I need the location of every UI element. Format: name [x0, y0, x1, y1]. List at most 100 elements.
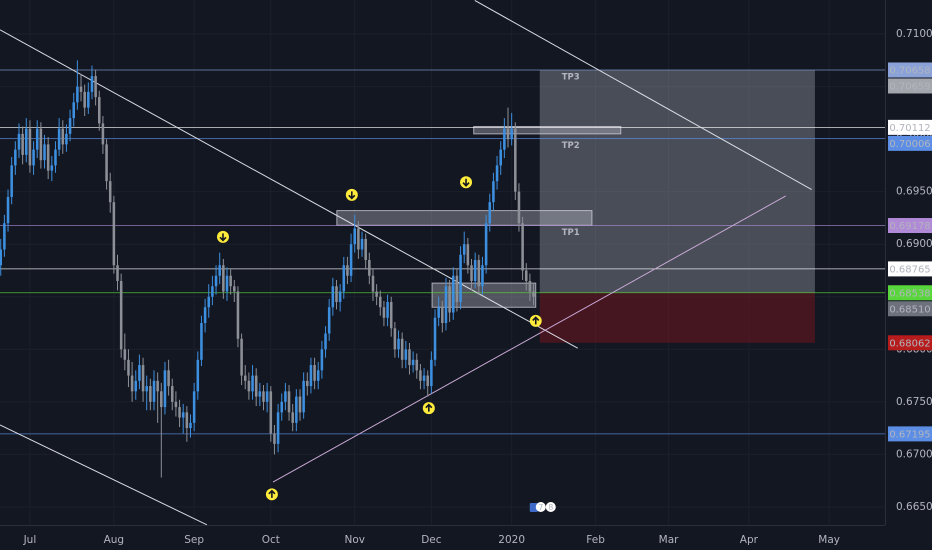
candle-body: [141, 365, 145, 392]
zone: [431, 282, 537, 308]
price-badge: 0.68510: [888, 301, 932, 317]
price-badge: 0.68538: [888, 285, 932, 301]
candle-body: [441, 307, 444, 324]
candle-body: [295, 396, 298, 423]
candle-body: [10, 165, 13, 197]
candle-body: [108, 181, 112, 203]
badge-label: 0.70112: [889, 123, 930, 134]
candle-body: [105, 144, 108, 182]
badge-label: 0.69178: [889, 221, 930, 232]
candle-body: [528, 280, 532, 292]
candle-body: [145, 386, 148, 392]
candle-body: [170, 386, 174, 402]
candle-body: [160, 391, 163, 408]
candle-body: [178, 407, 181, 418]
candle-body: [207, 296, 211, 308]
trend-line: [272, 195, 786, 483]
x-tick-label: Oct: [262, 534, 280, 546]
target-zone: [539, 69, 815, 293]
signal-arrow: [216, 230, 229, 243]
arrow-glyph: [219, 233, 227, 242]
badge-bg: [888, 62, 932, 78]
signal-arrow: [265, 488, 278, 501]
badge-bg: [888, 218, 932, 234]
candle-body: [280, 401, 284, 413]
candle-body: [517, 191, 521, 224]
candle-body: [17, 133, 21, 150]
candle-body: [477, 259, 481, 287]
candle-body: [287, 391, 291, 413]
badge-label: 0.68510: [889, 304, 930, 315]
candle-body: [43, 144, 46, 161]
candle-body: [338, 291, 342, 303]
plot-area: TP1 TP2 TP3 7 8: [0, 0, 885, 525]
candle-body: [6, 196, 10, 224]
candle-body: [360, 238, 364, 250]
candle-body: [284, 391, 287, 402]
candle-body: [302, 380, 305, 413]
candle-body: [76, 86, 79, 103]
candle-body: [488, 202, 492, 224]
price-badge: 0.70006: [888, 135, 932, 151]
stop-zone: [539, 292, 815, 343]
candle-body: [331, 286, 335, 308]
candle-body: [21, 133, 24, 155]
candle-body: [0, 249, 3, 266]
candle-body: [97, 97, 101, 124]
candle-body: [87, 91, 90, 108]
candle-body: [521, 223, 524, 271]
candle-body: [254, 375, 258, 397]
candle-body: [258, 391, 262, 397]
trend-line: [0, 424, 208, 525]
candle-body: [3, 223, 6, 250]
candle-body: [422, 375, 426, 381]
candle-body: [342, 265, 346, 292]
candle-body: [222, 265, 225, 292]
signal-arrow: [422, 402, 435, 415]
candle-body: [349, 244, 353, 276]
candle-body: [532, 291, 535, 297]
candle-body: [119, 280, 123, 350]
candle-body: [357, 228, 360, 250]
price-badge: 0.68765: [888, 261, 932, 277]
trend-line: [474, 0, 812, 191]
candle-body: [382, 307, 386, 318]
candle-body: [46, 144, 50, 171]
candle-body: [123, 349, 127, 360]
candle-body: [514, 128, 517, 192]
candle-body: [203, 307, 207, 324]
candle-body: [247, 380, 251, 392]
candle-body: [116, 265, 119, 281]
candle-body: [466, 244, 470, 266]
badge-bg: [888, 426, 932, 442]
candle-body: [61, 128, 65, 145]
candle-body: [54, 149, 57, 166]
badge-bg: [888, 119, 932, 135]
candle-body: [83, 91, 86, 108]
badge-label: 0.70659: [889, 81, 930, 92]
candle-body: [426, 375, 429, 387]
candle-body: [415, 359, 419, 371]
candle-body: [495, 165, 499, 182]
candle-body: [313, 365, 316, 381]
badge-label: 0.70658: [889, 65, 930, 76]
x-tick-label: Aug: [104, 534, 125, 546]
candle-body: [378, 296, 382, 308]
candle-body: [484, 223, 488, 266]
candle-body: [451, 275, 455, 313]
badge-bg: [888, 301, 932, 317]
candle-body: [225, 275, 229, 292]
zone: [336, 210, 593, 226]
candle-body: [138, 365, 141, 381]
x-tick-label: Mar: [659, 534, 679, 546]
candle-body: [35, 128, 39, 150]
candle-body: [499, 149, 502, 166]
arrow-glyph: [532, 316, 540, 325]
candle-body: [298, 396, 302, 413]
events-flag: [529, 503, 538, 512]
